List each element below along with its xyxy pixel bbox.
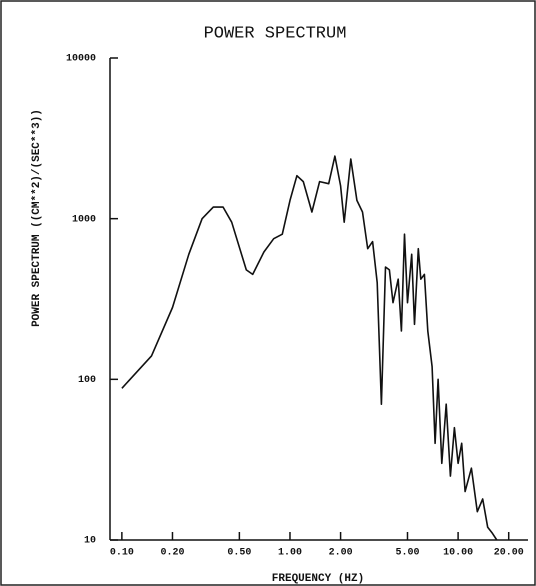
spectrum-line: [121, 155, 498, 541]
x-tick-label: 1.00: [278, 548, 302, 559]
x-tick-label: 0.50: [227, 548, 251, 559]
y-tick-label: 100: [78, 375, 96, 386]
y-tick-label: 10: [84, 536, 96, 547]
x-tick-label: 0.10: [110, 548, 134, 559]
x-tick-label: 2.00: [329, 548, 353, 559]
y-tick-label: 10000: [66, 54, 96, 65]
chart-title: POWER SPECTRUM: [204, 24, 347, 43]
y-axis-label: POWER SPECTRUM ((CM**2)/(SEC**3)): [31, 109, 43, 327]
x-tick-label: 5.00: [395, 548, 419, 559]
y-tick-label: 1000: [72, 214, 96, 225]
x-tick-label: 20.00: [494, 548, 524, 559]
x-axis-label: FREQUENCY (HZ): [272, 573, 364, 585]
x-tick-label: 10.00: [443, 548, 473, 559]
x-tick-label: 0.20: [160, 548, 184, 559]
